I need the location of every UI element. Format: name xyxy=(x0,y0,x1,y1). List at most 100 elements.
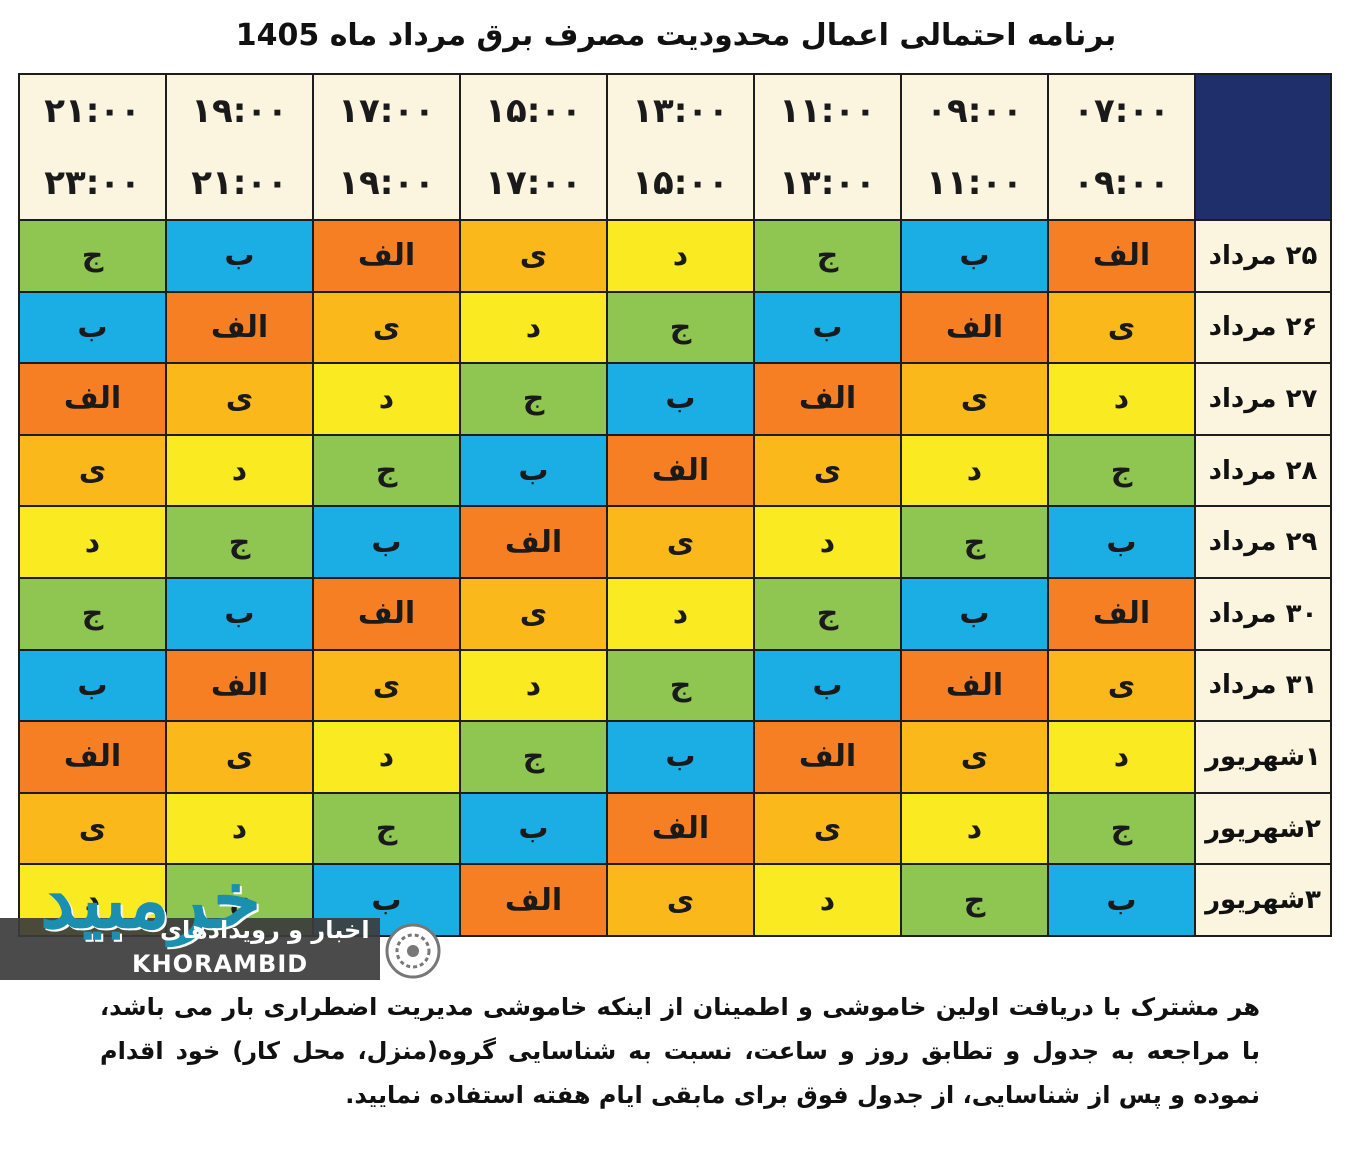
day-row: ۳۱ مرداد ی الف ب ج د ی الف ب xyxy=(18,648,1332,723)
group-cell: د xyxy=(165,791,314,866)
group-cell: د xyxy=(606,576,755,651)
group-cell: ج xyxy=(900,505,1049,579)
time-slot-start: ۱۹:۰۰ xyxy=(191,91,288,131)
day-label: ۳شهریور xyxy=(1194,863,1332,937)
group-cell: ب xyxy=(165,576,314,651)
group-cell: ج xyxy=(18,576,167,651)
group-cell: ب xyxy=(18,290,167,365)
day-row: ۲۸ مرداد ج د ی الف ب ج د ی xyxy=(18,433,1332,508)
group-cell: د xyxy=(459,290,608,365)
group-cell: ی xyxy=(606,863,755,937)
watermark-latin: KHORAMBID xyxy=(132,950,309,978)
group-cell: ی xyxy=(900,362,1049,436)
group-cell: ی xyxy=(1047,648,1196,723)
time-slot-end: ۰۹:۰۰ xyxy=(1073,163,1170,203)
group-cell: د xyxy=(900,433,1049,508)
group-cell: ج xyxy=(18,219,167,293)
day-row: ۲۷ مرداد د ی الف ب ج د ی الف xyxy=(18,362,1332,436)
time-slot-end: ۱۱:۰۰ xyxy=(926,163,1023,203)
group-cell: د xyxy=(753,863,902,937)
group-cell: الف xyxy=(312,219,461,293)
group-cell: ج xyxy=(312,791,461,866)
time-slot-end: ۱۹:۰۰ xyxy=(338,163,435,203)
group-cell: ی xyxy=(1047,290,1196,365)
group-cell: د xyxy=(18,505,167,579)
group-cell: ج xyxy=(459,720,608,794)
group-cell: ی xyxy=(753,433,902,508)
group-cell: الف xyxy=(18,362,167,436)
group-cell: ب xyxy=(165,219,314,293)
day-row: ۲۶ مرداد ی الف ب ج د ی الف ب xyxy=(18,290,1332,365)
group-cell: د xyxy=(165,433,314,508)
group-cell: ی xyxy=(459,576,608,651)
time-slot-header: ۱۳:۰۰ ۱۵:۰۰ xyxy=(606,73,755,221)
time-header-row: ۰۷:۰۰ ۰۹:۰۰ ۰۹:۰۰ ۱۱:۰۰ ۱۱:۰۰ ۱۳:۰۰ ۱۳:۰۰ ۱۵:۰۰… xyxy=(18,73,1332,221)
group-cell: ی xyxy=(18,433,167,508)
group-cell: ب xyxy=(606,720,755,794)
group-cell: د xyxy=(606,219,755,293)
day-row: ۲۹ مرداد ب ج د ی الف ب ج د xyxy=(18,505,1332,579)
group-cell: الف xyxy=(900,290,1049,365)
group-cell: د xyxy=(1047,362,1196,436)
group-cell: ب xyxy=(900,219,1049,293)
day-label: ۳۱ مرداد xyxy=(1194,648,1332,723)
group-cell: الف xyxy=(753,720,902,794)
group-cell: د xyxy=(312,362,461,436)
group-cell: الف xyxy=(459,863,608,937)
time-slot-header: ۱۱:۰۰ ۱۳:۰۰ xyxy=(753,73,902,221)
group-cell: الف xyxy=(606,433,755,508)
day-row: ۱شهریور د ی الف ب ج د ی الف xyxy=(18,720,1332,794)
group-cell: ب xyxy=(606,362,755,436)
group-cell: د xyxy=(900,791,1049,866)
group-cell: الف xyxy=(165,290,314,365)
group-cell: الف xyxy=(606,791,755,866)
time-slot-header: ۰۹:۰۰ ۱۱:۰۰ xyxy=(900,73,1049,221)
group-cell: د xyxy=(1047,720,1196,794)
group-cell: د xyxy=(753,505,902,579)
group-cell: د xyxy=(18,863,167,937)
day-label: ۱شهریور xyxy=(1194,720,1332,794)
corner-cell xyxy=(1194,73,1332,221)
day-row: ۳شهریور ب ج د ی الف ب ج د xyxy=(18,863,1332,937)
group-cell: الف xyxy=(753,362,902,436)
day-label: ۲۹ مرداد xyxy=(1194,505,1332,579)
group-cell: ی xyxy=(753,791,902,866)
group-cell: د xyxy=(459,648,608,723)
group-cell: ب xyxy=(312,863,461,937)
group-cell: ج xyxy=(753,219,902,293)
day-label: ۲شهریور xyxy=(1194,791,1332,866)
time-slot-header: ۱۵:۰۰ ۱۷:۰۰ xyxy=(459,73,608,221)
time-slot-header: ۲۱:۰۰ ۲۳:۰۰ xyxy=(18,73,167,221)
time-slot-end: ۲۳:۰۰ xyxy=(44,163,141,203)
group-cell: ج xyxy=(606,648,755,723)
time-slot-start: ۱۷:۰۰ xyxy=(338,91,435,131)
group-cell: ی xyxy=(312,290,461,365)
day-label: ۳۰ مرداد xyxy=(1194,576,1332,651)
group-cell: د xyxy=(312,720,461,794)
group-cell: ی xyxy=(312,648,461,723)
group-cell: ی xyxy=(606,505,755,579)
group-cell: ب xyxy=(900,576,1049,651)
group-cell: ب xyxy=(1047,505,1196,579)
day-label: ۲۸ مرداد xyxy=(1194,433,1332,508)
time-slot-end: ۱۵:۰۰ xyxy=(632,163,729,203)
group-cell: ب xyxy=(459,791,608,866)
group-cell: الف xyxy=(312,576,461,651)
group-cell: ج xyxy=(312,433,461,508)
group-cell: الف xyxy=(18,720,167,794)
group-cell: الف xyxy=(900,648,1049,723)
time-slot-header: ۱۹:۰۰ ۲۱:۰۰ xyxy=(165,73,314,221)
group-cell: ی xyxy=(165,720,314,794)
group-cell: الف xyxy=(1047,576,1196,651)
group-cell: ج xyxy=(165,505,314,579)
group-cell: ج xyxy=(165,863,314,937)
group-cell: ی xyxy=(459,219,608,293)
day-label: ۲۵ مرداد xyxy=(1194,219,1332,293)
group-cell: ج xyxy=(606,290,755,365)
page-title: برنامه احتمالی اعمال محدودیت مصرف برق مر… xyxy=(235,18,1117,53)
group-cell: الف xyxy=(1047,219,1196,293)
time-slot-start: ۰۹:۰۰ xyxy=(926,91,1023,131)
group-cell: الف xyxy=(165,648,314,723)
time-slot-start: ۱۳:۰۰ xyxy=(632,91,729,131)
group-cell: ی xyxy=(900,720,1049,794)
